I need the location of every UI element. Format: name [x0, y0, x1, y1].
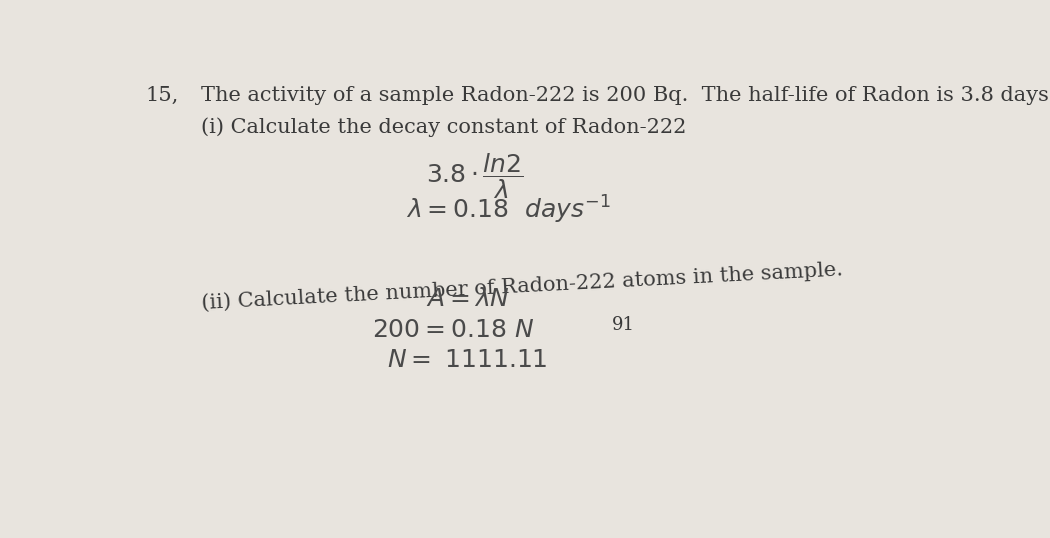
Text: (ii) Calculate the number of Radon-222 atoms in the sample.: (ii) Calculate the number of Radon-222 a… — [201, 259, 843, 313]
Text: The activity of a sample Radon-222 is 200 Bq.  The half-life of Radon is 3.8 day: The activity of a sample Radon-222 is 20… — [201, 86, 1049, 105]
Text: (i) Calculate the decay constant of Radon-222: (i) Calculate the decay constant of Rado… — [201, 117, 687, 137]
Text: 91: 91 — [612, 316, 635, 334]
Text: $\mathit{N{=}\ 1111.11}$: $\mathit{N{=}\ 1111.11}$ — [387, 350, 548, 372]
Text: $\mathit{A{=}\lambda N}$: $\mathit{A{=}\lambda N}$ — [425, 288, 509, 311]
Text: $\mathit{200=0.18\ N}$: $\mathit{200=0.18\ N}$ — [372, 318, 533, 342]
Text: $3.8\cdot\dfrac{\mathit{ln2}}{\mathit{\lambda}}$: $3.8\cdot\dfrac{\mathit{ln2}}{\mathit{\l… — [425, 152, 523, 201]
Text: $\mathit{\lambda=0.18\ \ days^{-1}}$: $\mathit{\lambda=0.18\ \ days^{-1}}$ — [406, 194, 611, 226]
Text: 15,: 15, — [145, 86, 178, 105]
